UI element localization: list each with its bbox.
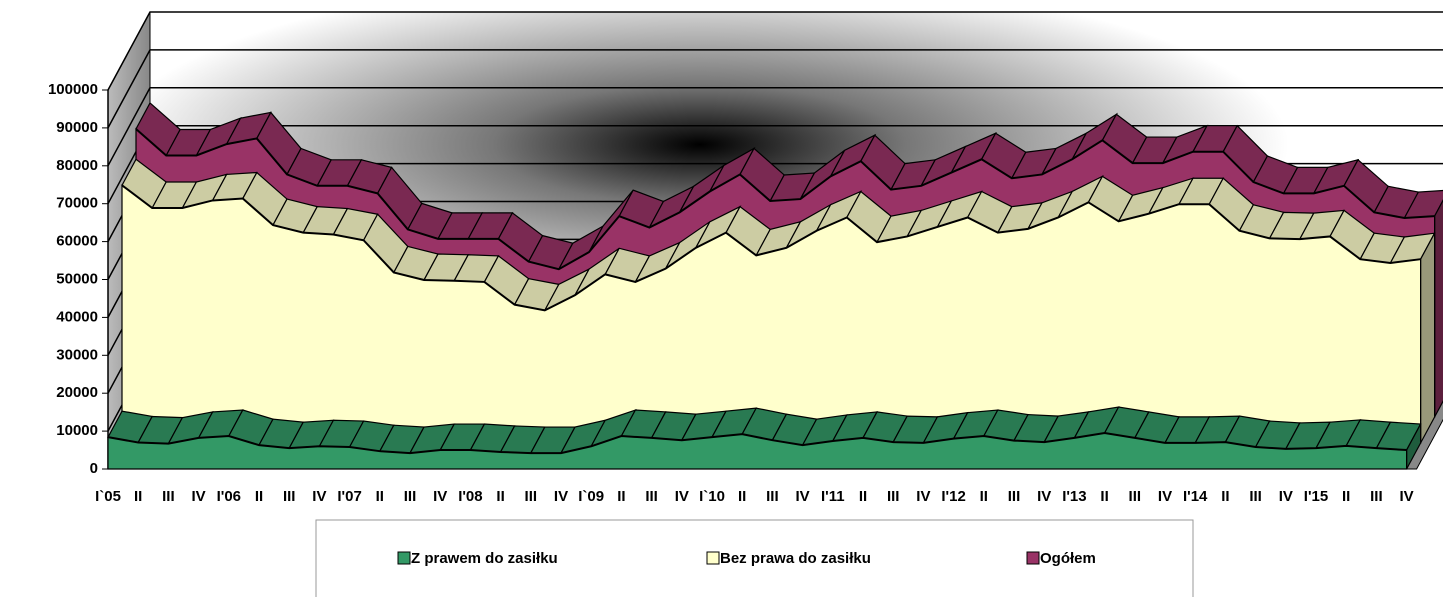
y-tick-label: 80000 — [56, 157, 98, 174]
x-tick-label: III — [1008, 488, 1021, 505]
x-tick-label: II — [1100, 488, 1108, 505]
x-tick-label: IV — [312, 488, 326, 505]
x-tick-label: IV — [1279, 488, 1293, 505]
x-tick-label: I'13 — [1062, 488, 1086, 505]
x-tick-label: I`05 — [95, 488, 121, 505]
grid-line — [107, 49, 1443, 129]
legend-label: Ogółem — [1040, 550, 1096, 567]
legend-label: Bez prawa do zasiłku — [720, 550, 871, 567]
x-tick-label: I'12 — [941, 488, 965, 505]
x-tick-label: III — [283, 488, 296, 505]
y-tick-label: 70000 — [56, 195, 98, 212]
y-tick-label: 30000 — [56, 346, 98, 363]
x-tick-label: IV — [554, 488, 568, 505]
x-tick-label: III — [1370, 488, 1383, 505]
y-tick-label: 40000 — [56, 308, 98, 325]
x-tick-label: II — [496, 488, 504, 505]
x-tick-label: III — [404, 488, 417, 505]
x-tick-label: IV — [916, 488, 930, 505]
x-tick-label: IV — [1400, 488, 1414, 505]
x-tick-label: III — [162, 488, 175, 505]
legend-swatch — [1026, 551, 1040, 565]
x-tick-label: II — [859, 488, 867, 505]
x-tick-label: III — [766, 488, 779, 505]
x-tick-label: IV — [433, 488, 447, 505]
area-line — [135, 128, 1435, 271]
x-tick-label: II — [376, 488, 384, 505]
x-tick-label: III — [887, 488, 900, 505]
area-line — [121, 184, 1421, 312]
legend-swatch — [397, 551, 411, 565]
x-tick-label: IV — [1037, 488, 1051, 505]
x-tick-label: I`10 — [699, 488, 725, 505]
legend-swatch — [706, 551, 720, 565]
x-tick-label: III — [645, 488, 658, 505]
y-tick-label: 50000 — [56, 270, 98, 287]
x-tick-label: IV — [675, 488, 689, 505]
x-tick-label: II — [980, 488, 988, 505]
x-tick-label: III — [525, 488, 538, 505]
x-tick-label: IV — [192, 488, 206, 505]
x-tick-label: I'08 — [458, 488, 482, 505]
y-tick-label: 0 — [90, 460, 98, 477]
x-tick-label: II — [255, 488, 263, 505]
x-tick-label: III — [1249, 488, 1262, 505]
area-line — [107, 431, 1407, 455]
x-tick-label: II — [1221, 488, 1229, 505]
x-tick-label: III — [1129, 488, 1142, 505]
x-tick-label: I'15 — [1304, 488, 1328, 505]
legend-box — [315, 519, 1194, 602]
x-tick-label: IV — [1158, 488, 1172, 505]
y-tick-label: 90000 — [56, 119, 98, 136]
grid-line — [107, 11, 1443, 91]
x-tick-label: II — [1342, 488, 1350, 505]
grid-line — [107, 87, 1443, 167]
y-tick-label: 100000 — [48, 81, 98, 98]
x-tick-label: I`09 — [578, 488, 604, 505]
legend-label: Z prawem do zasiłku — [411, 550, 558, 567]
x-tick-label: I'14 — [1183, 488, 1208, 505]
x-tick-label: II — [617, 488, 625, 505]
x-tick-label: I'06 — [217, 488, 241, 505]
y-tick-label: 20000 — [56, 384, 98, 401]
y-tick-label: 60000 — [56, 233, 98, 250]
x-tick-label: II — [134, 488, 142, 505]
x-tick-label: II — [738, 488, 746, 505]
x-tick-label: I'07 — [337, 488, 361, 505]
y-tick-label: 10000 — [56, 422, 98, 439]
area-end-face — [1433, 199, 1443, 418]
area-end-face — [1419, 232, 1436, 444]
x-tick-label: IV — [796, 488, 810, 505]
x-tick-label: I'11 — [821, 488, 845, 505]
